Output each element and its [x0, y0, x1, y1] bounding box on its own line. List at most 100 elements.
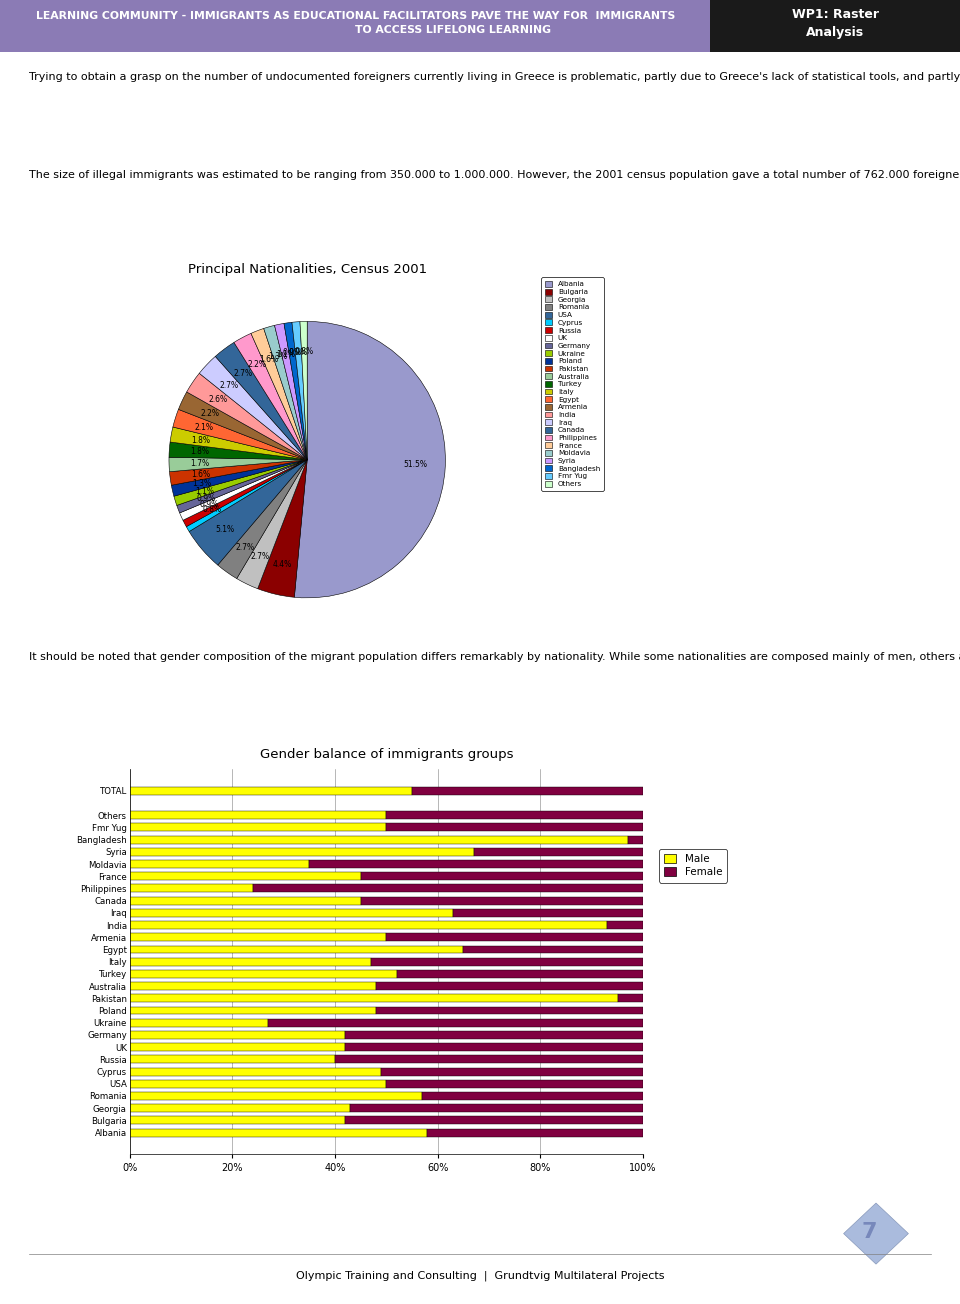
Wedge shape — [169, 442, 307, 459]
Wedge shape — [180, 459, 307, 520]
Wedge shape — [183, 459, 307, 527]
Wedge shape — [186, 459, 307, 532]
Bar — [464, 945, 643, 953]
Wedge shape — [264, 326, 307, 459]
Bar — [130, 786, 412, 794]
Text: 4.4%: 4.4% — [273, 561, 292, 569]
Text: 1.1%: 1.1% — [276, 349, 295, 359]
Bar — [130, 1116, 346, 1124]
Bar — [361, 897, 643, 905]
Bar — [130, 1091, 422, 1101]
Wedge shape — [174, 459, 307, 506]
Bar — [130, 995, 617, 1003]
Text: 0.9%: 0.9% — [289, 348, 308, 357]
Polygon shape — [844, 1204, 908, 1264]
Wedge shape — [237, 459, 307, 588]
Bar — [361, 872, 643, 880]
Bar — [376, 1007, 643, 1015]
Text: 0.9%: 0.9% — [282, 348, 301, 357]
Wedge shape — [189, 459, 307, 565]
Text: Olympic Training and Consulting  |  Grundtvig Multilateral Projects: Olympic Training and Consulting | Grundt… — [296, 1270, 664, 1281]
Bar — [453, 909, 643, 917]
Bar — [422, 1091, 643, 1101]
Bar — [130, 934, 386, 941]
Bar — [130, 861, 309, 868]
Bar — [386, 934, 643, 941]
Bar — [396, 970, 643, 978]
Text: 5.1%: 5.1% — [216, 526, 235, 535]
Text: 2.7%: 2.7% — [251, 552, 270, 561]
Bar — [346, 1043, 643, 1051]
Bar — [335, 1055, 643, 1063]
Text: 51.5%: 51.5% — [403, 460, 427, 469]
Bar — [350, 1104, 643, 1112]
Bar — [130, 1031, 346, 1039]
Text: 2.2%: 2.2% — [247, 360, 266, 369]
Wedge shape — [177, 459, 307, 512]
Bar — [130, 1068, 381, 1076]
Wedge shape — [251, 329, 307, 459]
Bar — [386, 1080, 643, 1088]
Text: 2.2%: 2.2% — [201, 409, 219, 419]
Bar — [371, 957, 643, 966]
Bar — [130, 1129, 427, 1137]
Bar — [412, 786, 643, 794]
Text: 2.1%: 2.1% — [195, 422, 214, 432]
Wedge shape — [170, 426, 307, 459]
Text: LEARNING COMMUNITY - IMMIGRANTS AS EDUCATIONAL FACILITATORS PAVE THE WAY FOR  IM: LEARNING COMMUNITY - IMMIGRANTS AS EDUCA… — [36, 12, 675, 35]
Bar — [130, 836, 628, 844]
Bar — [309, 861, 643, 868]
Wedge shape — [179, 393, 307, 459]
Text: 2.7%: 2.7% — [233, 369, 252, 378]
Bar — [130, 1080, 386, 1088]
Wedge shape — [300, 321, 307, 459]
Bar — [130, 1018, 268, 1026]
Bar — [130, 1055, 335, 1063]
Wedge shape — [186, 373, 307, 459]
Text: 1.8%: 1.8% — [192, 436, 210, 445]
Wedge shape — [215, 343, 307, 459]
Text: 2.7%: 2.7% — [235, 542, 254, 552]
Bar — [608, 921, 643, 928]
Bar — [130, 811, 386, 819]
Text: 2.6%: 2.6% — [208, 395, 228, 404]
Bar — [130, 982, 376, 990]
Text: 7: 7 — [861, 1222, 876, 1243]
Bar — [130, 957, 371, 966]
Text: Trying to obtain a grasp on the number of undocumented foreigners currently livi: Trying to obtain a grasp on the number o… — [29, 72, 960, 82]
Bar — [252, 884, 643, 892]
Text: The size of illegal immigrants was estimated to be ranging from 350.000 to 1.000: The size of illegal immigrants was estim… — [29, 170, 960, 180]
Text: 1.1%: 1.1% — [195, 488, 214, 497]
Wedge shape — [292, 322, 307, 459]
Text: 0.8%: 0.8% — [202, 505, 221, 514]
Wedge shape — [275, 323, 307, 459]
Bar — [386, 811, 643, 819]
Bar — [617, 995, 643, 1003]
Bar — [346, 1116, 643, 1124]
Bar — [130, 970, 396, 978]
Wedge shape — [257, 459, 307, 597]
Text: 1.6%: 1.6% — [258, 355, 277, 364]
Text: It should be noted that gender composition of the migrant population differs rem: It should be noted that gender compositi… — [29, 652, 960, 662]
Bar — [130, 1007, 376, 1015]
Bar — [130, 884, 252, 892]
Wedge shape — [295, 321, 445, 597]
Text: 0.8%: 0.8% — [295, 347, 314, 356]
Text: WP1: Raster
Analysis: WP1: Raster Analysis — [792, 8, 878, 39]
Bar — [628, 836, 643, 844]
Wedge shape — [172, 459, 307, 497]
Text: 1.3%: 1.3% — [268, 352, 287, 360]
Text: 1.7%: 1.7% — [190, 459, 209, 468]
Bar — [376, 982, 643, 990]
Bar — [130, 909, 453, 917]
Legend: Albania, Bulgaria, Georgia, Romania, USA, Cyprus, Russia, UK, Germany, Ukraine, : Albania, Bulgaria, Georgia, Romania, USA… — [541, 278, 604, 490]
Bar — [130, 1104, 350, 1112]
Wedge shape — [170, 459, 307, 485]
Bar — [427, 1129, 643, 1137]
Wedge shape — [218, 459, 307, 579]
Text: 0.9%: 0.9% — [200, 499, 219, 509]
Bar — [130, 823, 386, 832]
Bar — [346, 1031, 643, 1039]
Wedge shape — [169, 458, 307, 472]
Text: 1.8%: 1.8% — [190, 447, 209, 456]
